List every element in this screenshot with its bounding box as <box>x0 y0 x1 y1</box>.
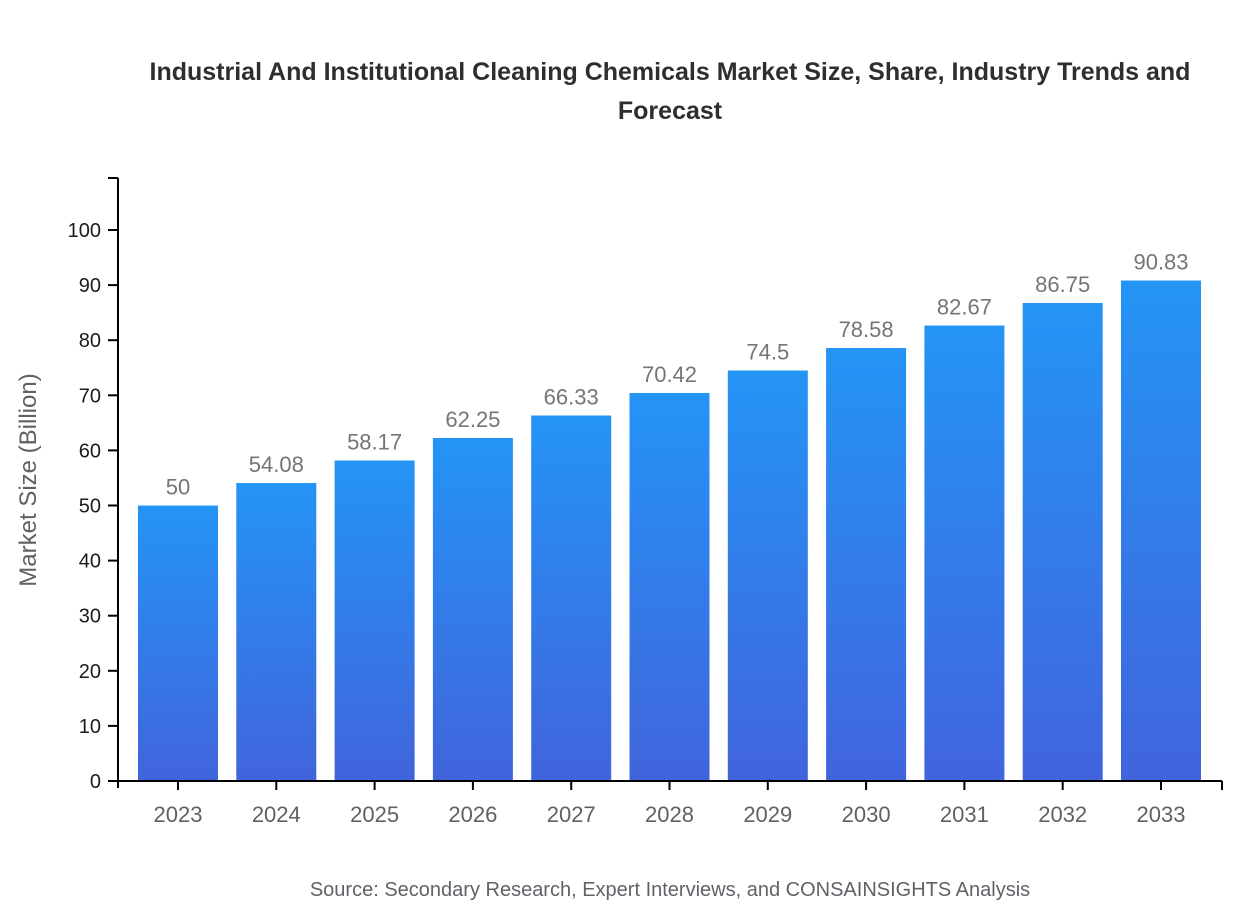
y-tick-label: 30 <box>79 606 101 628</box>
y-tick-label: 0 <box>90 771 101 793</box>
x-tick-label: 2025 <box>350 802 399 827</box>
y-axis-title: Market Size (Billion) <box>15 373 42 586</box>
x-tick-label: 2030 <box>842 802 891 827</box>
x-tick-label: 2028 <box>645 802 694 827</box>
y-tick-label: 70 <box>79 385 101 407</box>
bar-2026 <box>432 438 513 781</box>
bar-value-label: 86.75 <box>1035 272 1090 297</box>
x-tick-label: 2026 <box>448 802 497 827</box>
axes-layer: 2023 2024 2025 2026 2027 2028 2029 2030 2031 2032… <box>68 177 1223 827</box>
bar-value-label: 58.17 <box>347 429 402 454</box>
x-tick-label: 2024 <box>252 802 301 827</box>
bar-value-label: 62.25 <box>445 407 500 432</box>
x-tick-label: 2029 <box>743 802 792 827</box>
x-tick-label: 2031 <box>940 802 989 827</box>
bar-2027 <box>531 415 612 781</box>
y-tick-label: 90 <box>79 275 101 297</box>
bar-2032 <box>1022 303 1103 781</box>
y-tick-label: 50 <box>79 496 101 518</box>
x-tick-label: 2032 <box>1038 802 1087 827</box>
bars-layer: 50 54.08 58.17 62.25 66.33 70.42 74.5 78.58 82.6… <box>138 250 1201 781</box>
bar-2024 <box>236 483 317 781</box>
bar-2028 <box>629 392 710 781</box>
bar-value-label: 78.58 <box>839 317 894 342</box>
x-tick-label: 2027 <box>547 802 596 827</box>
bar-value-label: 70.42 <box>642 362 697 387</box>
y-tick-label: 80 <box>79 330 101 352</box>
x-tick-label: 2033 <box>1137 802 1186 827</box>
bar-2023 <box>138 505 218 781</box>
y-tick-label: 20 <box>79 661 101 683</box>
bar-2031 <box>924 325 1005 781</box>
bar-2029 <box>727 370 808 781</box>
source-note: Source: Secondary Research, Expert Inter… <box>309 879 1031 901</box>
bar-2030 <box>826 348 907 781</box>
bar-value-label: 50 <box>166 475 190 500</box>
bar-2033 <box>1121 280 1201 781</box>
y-tick-label: 40 <box>79 551 101 573</box>
x-tick-label: 2023 <box>154 802 203 827</box>
bar-2025 <box>334 460 415 781</box>
bar-value-label: 90.83 <box>1133 250 1188 275</box>
bar-value-label: 54.08 <box>249 452 304 477</box>
chart-title-text: Industrial And Institutional Cleaning Ch… <box>149 58 1191 125</box>
y-tick-label: 10 <box>79 716 101 738</box>
bar-value-label: 66.33 <box>544 385 599 410</box>
chart-title: Industrial And Institutional Cleaning Ch… <box>80 53 1260 131</box>
y-tick-label: 60 <box>79 440 101 462</box>
bar-value-label: 74.5 <box>746 340 789 365</box>
bar-value-label: 82.67 <box>937 294 992 319</box>
y-tick-label: 100 <box>68 220 101 242</box>
